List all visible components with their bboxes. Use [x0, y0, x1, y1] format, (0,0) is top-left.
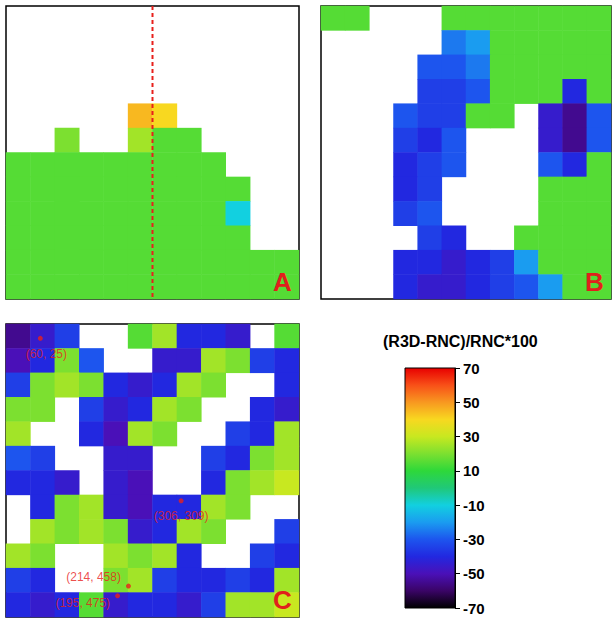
svg-text:C: C [273, 585, 292, 615]
svg-text:70: 70 [463, 360, 480, 377]
svg-text:(306, 309): (306, 309) [154, 509, 209, 523]
svg-text:50: 50 [463, 394, 480, 411]
svg-text:B: B [585, 267, 604, 297]
svg-text:30: 30 [463, 428, 480, 445]
svg-text:-30: -30 [463, 531, 485, 548]
svg-text:10: 10 [463, 462, 480, 479]
svg-text:(R3D-RNC)/RNC*100: (R3D-RNC)/RNC*100 [383, 333, 538, 350]
svg-text:(195, 475): (195, 475) [55, 596, 110, 610]
svg-text:-10: -10 [463, 497, 485, 514]
svg-text:-50: -50 [463, 565, 485, 582]
svg-text:(60, 25): (60, 25) [26, 347, 67, 361]
svg-text:-70: -70 [463, 600, 485, 617]
svg-text:A: A [273, 267, 292, 297]
svg-text:(214, 458): (214, 458) [66, 570, 121, 584]
